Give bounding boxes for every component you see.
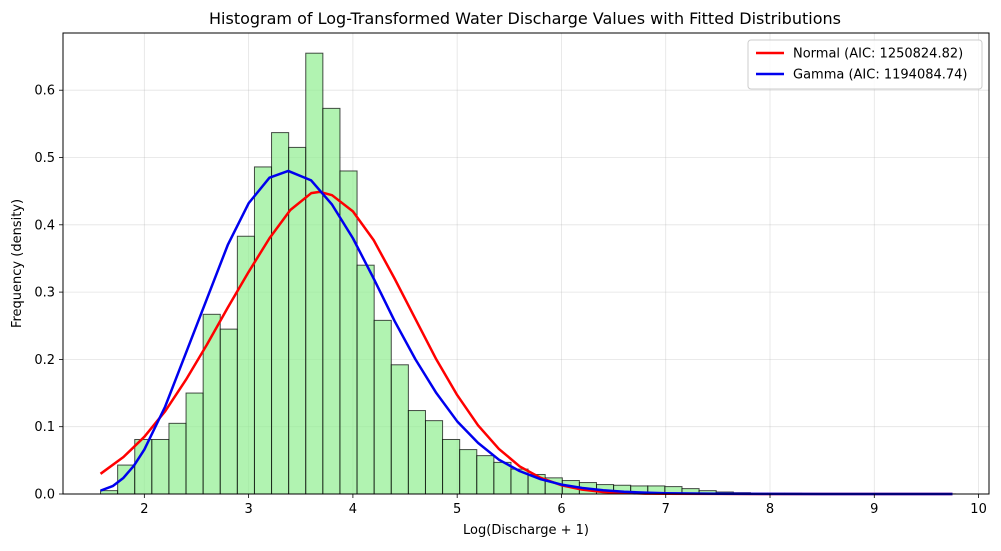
y-tick-label: 0.2 (34, 353, 55, 368)
histogram-bar (152, 439, 169, 494)
histogram-bar (272, 133, 289, 494)
x-tick-label: 9 (870, 502, 878, 517)
histogram-bar (357, 265, 374, 494)
histogram-bar (477, 456, 494, 494)
histogram-bar (169, 423, 186, 494)
y-tick-label: 0.1 (34, 420, 55, 435)
x-tick-label: 7 (662, 502, 670, 517)
histogram-bars (101, 53, 956, 494)
legend-label-gamma: Gamma (AIC: 1194084.74) (793, 68, 968, 83)
histogram-bar (391, 365, 408, 494)
chart-title: Histogram of Log-Transformed Water Disch… (209, 9, 841, 28)
x-tick-label: 5 (453, 502, 461, 517)
legend-label-normal: Normal (AIC: 1250824.82) (793, 47, 963, 62)
x-tick-label: 2 (140, 502, 148, 517)
x-tick-label: 10 (970, 502, 987, 517)
x-tick-label: 3 (244, 502, 252, 517)
histogram-bar (101, 491, 118, 494)
histogram-bar (203, 314, 220, 494)
x-tick-label: 4 (349, 502, 357, 517)
histogram-bar (374, 320, 391, 494)
y-tick-label: 0.4 (34, 218, 55, 233)
y-axis-label: Frequency (density) (10, 199, 25, 328)
histogram-bar (494, 462, 511, 494)
y-tick-label: 0.0 (34, 488, 55, 503)
y-tick-label: 0.6 (34, 84, 55, 99)
histogram-bar (306, 53, 323, 494)
x-tick-label: 8 (766, 502, 774, 517)
x-tick-label: 6 (557, 502, 565, 517)
histogram-bar (186, 393, 203, 494)
legend: Normal (AIC: 1250824.82) Gamma (AIC: 119… (748, 40, 982, 89)
histogram-bar (443, 439, 460, 494)
y-tick-label: 0.3 (34, 286, 55, 301)
x-axis-label: Log(Discharge + 1) (463, 523, 589, 538)
histogram-bar (254, 167, 271, 494)
histogram-bar (425, 421, 442, 494)
histogram-bar (323, 108, 340, 494)
histogram-bar (135, 439, 152, 494)
histogram-bar (460, 450, 477, 494)
y-tick-label: 0.5 (34, 151, 55, 166)
histogram-bar (220, 329, 237, 494)
histogram-bar (408, 411, 425, 494)
